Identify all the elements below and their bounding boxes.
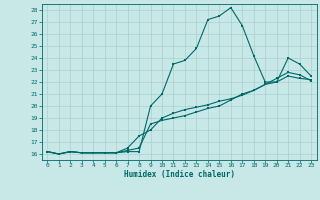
X-axis label: Humidex (Indice chaleur): Humidex (Indice chaleur): [124, 170, 235, 179]
